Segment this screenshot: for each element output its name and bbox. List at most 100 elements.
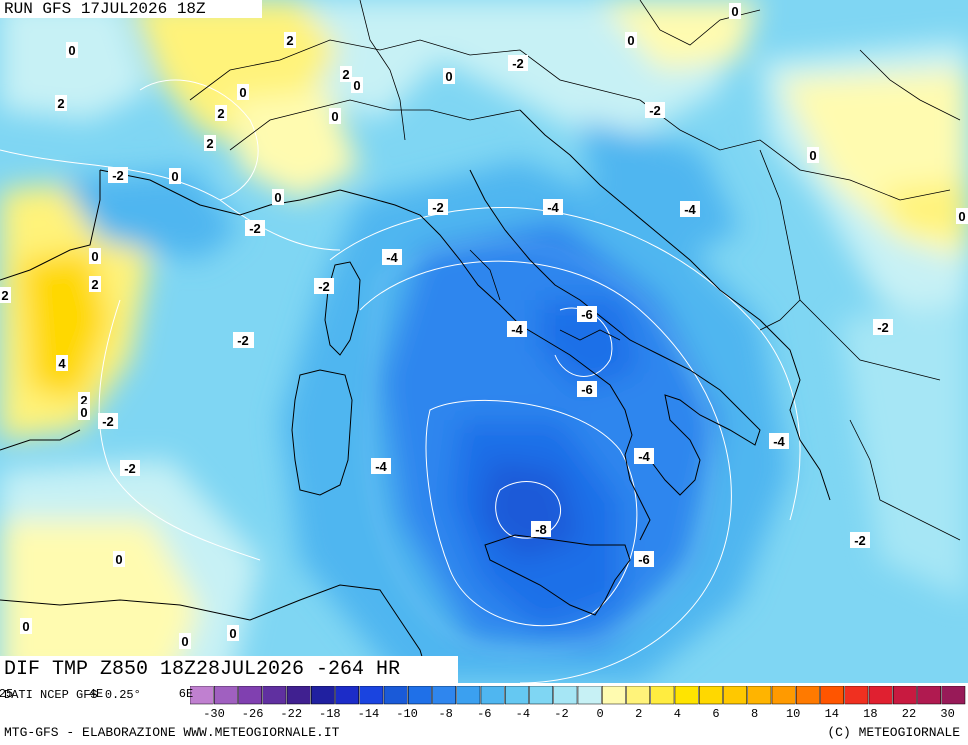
color-swatch [262, 686, 287, 705]
isolines [367, 244, 711, 652]
contour-label-bg [0, 287, 11, 303]
contour-label: 2 [340, 66, 352, 82]
axis-partial-label: 4E [88, 687, 104, 701]
contour-label-text: 0 [91, 249, 98, 264]
isoline-curves [0, 79, 801, 683]
contour-label-bg [120, 460, 140, 476]
contour-label: 0 [66, 42, 78, 58]
contour-label-text: -4 [547, 200, 559, 215]
contour-label-text: 2 [57, 96, 64, 111]
color-scale-tick: 22 [901, 707, 917, 721]
color-swatch [796, 686, 820, 705]
contour-label: -8 [531, 521, 551, 537]
contour-label: -2 [645, 102, 665, 118]
color-swatch [456, 686, 481, 705]
color-scale-tick: 4 [673, 707, 681, 721]
contour-label: -6 [634, 551, 654, 567]
contour-label-bg [204, 135, 216, 151]
data-source: DATI NCEP GFS 0.25° [4, 688, 141, 702]
contour-label-text: -2 [512, 56, 524, 71]
contour-label-bg [577, 306, 597, 322]
contour-label: 0 [272, 189, 284, 205]
contour-label: -4 [634, 448, 654, 464]
contour-label-text: -2 [877, 320, 889, 335]
contour-label: 4 [56, 355, 68, 371]
contour-label: 0 [89, 248, 101, 264]
contour-label-bg [98, 413, 118, 429]
contour-label-bg [215, 105, 227, 121]
contour-label-text: 0 [445, 69, 452, 84]
contour-label-text: -2 [237, 333, 249, 348]
color-swatch [383, 686, 408, 705]
contour-label-text: 0 [331, 109, 338, 124]
contour-label-bg [382, 249, 402, 265]
contour-label: -2 [428, 199, 448, 215]
color-swatch [917, 686, 941, 705]
contour-label-bg [237, 84, 249, 100]
contour-label-bg [680, 201, 700, 217]
contour-label-text: -4 [684, 202, 696, 217]
contour-label-bg [179, 633, 191, 649]
contour-label-text: 2 [80, 393, 87, 408]
color-scale-tick: -14 [357, 707, 380, 721]
contour-label-bg [428, 199, 448, 215]
contour-label-bg [233, 332, 253, 348]
contour-label: 0 [329, 108, 341, 124]
contour-label: 2 [55, 95, 67, 111]
contour-label-bg [873, 319, 893, 335]
contour-label: -2 [233, 332, 253, 348]
color-scale-tick: -26 [241, 707, 264, 721]
contour-label: 0 [443, 68, 455, 84]
coastlines [0, 109, 831, 683]
run-title: RUN GFS 17JUL2026 18Z [0, 0, 262, 18]
color-scale [190, 686, 966, 705]
color-swatch [432, 686, 456, 705]
color-swatch [311, 686, 335, 705]
contour-label-bg [807, 147, 819, 163]
contour-label: -2 [245, 220, 265, 236]
product-title: DIF TMP Z850 18Z28JUL2026 -264 HR [0, 656, 458, 683]
contour-label-bg [108, 167, 128, 183]
contour-label: 0 [113, 551, 125, 567]
contour-label-text: 0 [80, 405, 87, 420]
contour-label-bg [55, 95, 67, 111]
contour-label-bg [634, 448, 654, 464]
contour-label-bg [89, 248, 101, 264]
color-swatch [286, 686, 311, 705]
contour-label-bg [507, 321, 527, 337]
contour-label: -2 [873, 319, 893, 335]
contour-label-bg [20, 618, 32, 634]
color-scale-tick: 2 [635, 707, 643, 721]
contour-label-bg [443, 68, 455, 84]
political-borders [189, 0, 961, 541]
color-scale-tick: 30 [940, 707, 955, 721]
color-swatch [602, 686, 626, 705]
color-scale-tick: -6 [477, 707, 492, 721]
contour-label: 0 [729, 3, 741, 19]
color-swatch [214, 686, 238, 705]
contour-label: -2 [108, 167, 128, 183]
contour-label-bg [577, 381, 597, 397]
color-swatch [820, 686, 844, 705]
contour-label: 2 [284, 32, 296, 48]
color-scale-tick: -30 [203, 707, 225, 721]
contour-label-bg [956, 208, 968, 224]
color-swatch [553, 686, 578, 705]
color-scale-tick: 6 [712, 707, 720, 721]
axis-partial-label: 6E [178, 687, 194, 701]
color-scale-tick: -22 [280, 707, 303, 721]
contour-label-text: 0 [958, 209, 965, 224]
contour-label-text: 0 [627, 33, 634, 48]
contour-label-text: 2 [286, 33, 293, 48]
contour-label-text: -4 [638, 449, 650, 464]
contour-label-text: -8 [535, 522, 547, 537]
contour-label: 0 [78, 404, 90, 420]
contour-label: -4 [769, 433, 789, 449]
contour-label-text: 2 [217, 106, 224, 121]
contour-label: 2 [204, 135, 216, 151]
contour-label-text: 0 [274, 190, 281, 205]
contour-label-text: 0 [353, 78, 360, 93]
contour-label-bg [351, 77, 363, 93]
